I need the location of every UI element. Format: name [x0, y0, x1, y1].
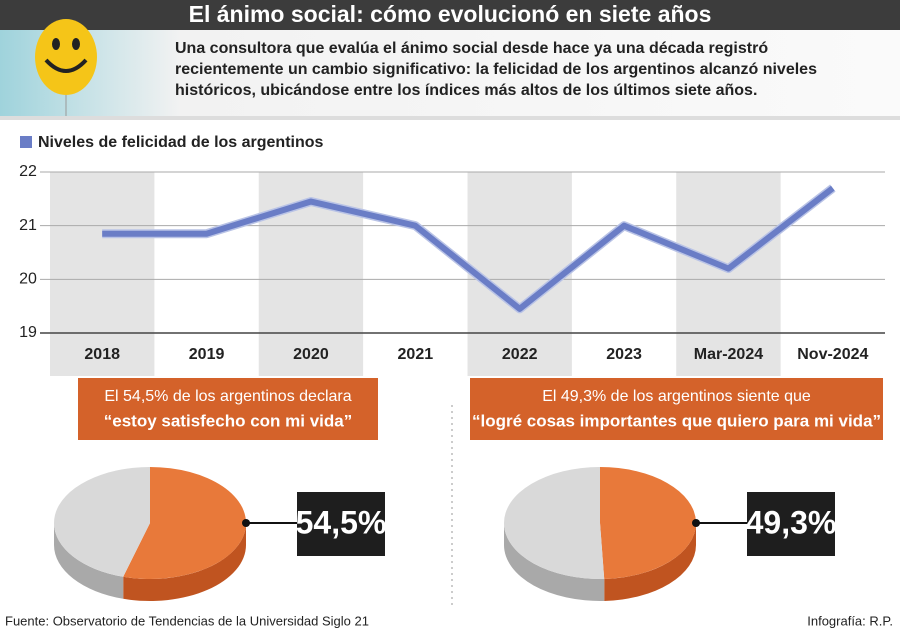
pie-slice [504, 467, 605, 579]
x-tick-label: 2020 [293, 346, 329, 363]
value-label: 54,5% [296, 504, 387, 540]
title-bar [0, 0, 900, 30]
callout-box [747, 492, 835, 556]
title: El ánimo social: cómo evolucionó en siet… [189, 1, 712, 27]
caption-subtitle: “estoy satisfecho con mi vida” [104, 411, 352, 430]
x-tick-label: 2022 [502, 346, 538, 363]
series-line [102, 185, 835, 312]
x-tick-label: Mar-2024 [694, 346, 763, 363]
pie-side [54, 523, 124, 599]
header-band [0, 30, 900, 116]
balloon [35, 19, 97, 116]
column-band [50, 172, 155, 376]
y-tick-label: 21 [19, 217, 37, 234]
y-tick-label: 22 [19, 163, 37, 180]
source: Fuente: Observatorio de Tendencias de la… [5, 613, 369, 628]
header-shadow [0, 116, 900, 120]
pie-side [123, 523, 246, 601]
x-tick-label: 2019 [189, 346, 225, 363]
x-tick-label: Nov-2024 [797, 346, 868, 363]
pie-slice [600, 467, 697, 579]
x-tick-label: 2023 [606, 346, 642, 363]
callout-box [297, 492, 385, 556]
pie-side [604, 523, 696, 601]
value-label: 49,3% [746, 504, 837, 540]
pie-side [504, 523, 605, 601]
column-band [467, 172, 572, 376]
y-tick-label: 19 [19, 324, 37, 341]
callout-dot [242, 519, 250, 527]
legend-swatch [20, 136, 32, 148]
pie-slice [53, 467, 150, 577]
caption-box [470, 378, 883, 440]
pie-slice [123, 467, 246, 579]
caption-title: El 54,5% de los argentinos declara [104, 388, 351, 405]
caption-title: El 49,3% de los argentinos siente que [542, 388, 811, 405]
callout-dot [692, 519, 700, 527]
x-tick-label: 2021 [398, 346, 434, 363]
credit: Infografía: R.P. [807, 613, 893, 628]
intro-text: Una consultora que evalúa el ánimo socia… [175, 40, 817, 99]
column-band [676, 172, 781, 376]
y-tick-label: 20 [19, 271, 37, 288]
caption-subtitle: “logré cosas importantes que quiero para… [472, 411, 881, 430]
x-tick-label: 2018 [84, 346, 120, 363]
caption-box [78, 378, 378, 440]
legend-label: Niveles de felicidad de los argentinos [38, 134, 324, 151]
